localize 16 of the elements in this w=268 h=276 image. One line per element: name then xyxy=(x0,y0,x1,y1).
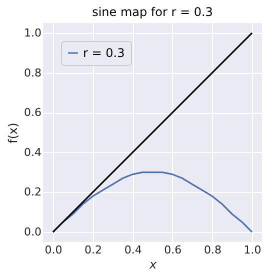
x-tick-label: 0.2 xyxy=(84,244,102,256)
y-tick-label: 1.0 xyxy=(24,26,42,40)
legend-label: r = 0.3 xyxy=(83,46,125,60)
x-tick-label: 0.0 xyxy=(44,244,62,256)
y-axis-title: f(x) xyxy=(6,122,20,144)
x-tick-label: 1.0 xyxy=(244,244,262,256)
x-tick-label: 0.8 xyxy=(204,244,222,256)
chart-title: sine map for r = 0.3 xyxy=(92,5,213,19)
y-tick-label: 0.6 xyxy=(24,106,42,120)
x-tick-label: 0.6 xyxy=(164,244,182,256)
y-tick-label: 0.2 xyxy=(24,186,42,199)
x-tick-label: 0.4 xyxy=(124,244,142,256)
y-tick-label: 0.8 xyxy=(24,66,42,80)
y-tick-label: 0.0 xyxy=(24,226,42,239)
x-axis-title: x xyxy=(148,258,158,272)
y-tick-label: 0.4 xyxy=(24,146,42,159)
